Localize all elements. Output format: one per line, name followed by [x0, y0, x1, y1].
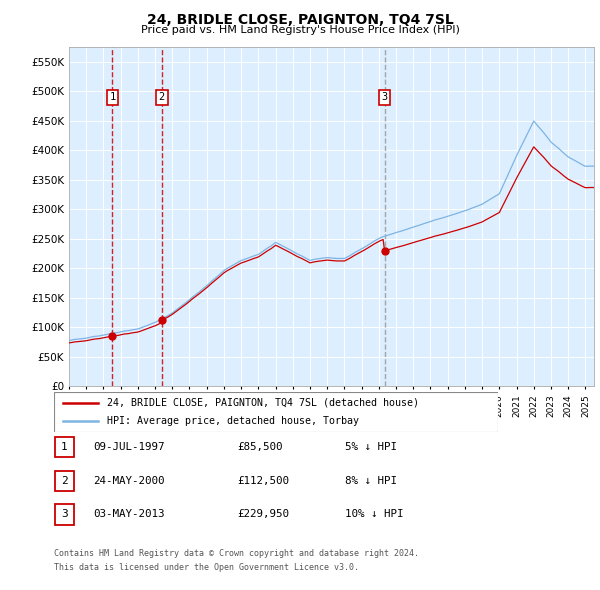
- Text: 1: 1: [61, 442, 68, 452]
- Text: 03-MAY-2013: 03-MAY-2013: [93, 510, 164, 519]
- Text: This data is licensed under the Open Government Licence v3.0.: This data is licensed under the Open Gov…: [54, 563, 359, 572]
- Text: 2: 2: [61, 476, 68, 486]
- Text: 09-JUL-1997: 09-JUL-1997: [93, 442, 164, 452]
- Text: 1: 1: [109, 93, 116, 102]
- Text: 24, BRIDLE CLOSE, PAIGNTON, TQ4 7SL (detached house): 24, BRIDLE CLOSE, PAIGNTON, TQ4 7SL (det…: [107, 398, 419, 408]
- Text: 3: 3: [61, 510, 68, 519]
- Text: 3: 3: [382, 93, 388, 102]
- Text: 10% ↓ HPI: 10% ↓ HPI: [345, 510, 404, 519]
- Text: 24-MAY-2000: 24-MAY-2000: [93, 476, 164, 486]
- Text: £112,500: £112,500: [237, 476, 289, 486]
- Text: HPI: Average price, detached house, Torbay: HPI: Average price, detached house, Torb…: [107, 416, 359, 426]
- Text: 8% ↓ HPI: 8% ↓ HPI: [345, 476, 397, 486]
- Text: Contains HM Land Registry data © Crown copyright and database right 2024.: Contains HM Land Registry data © Crown c…: [54, 549, 419, 558]
- Text: 24, BRIDLE CLOSE, PAIGNTON, TQ4 7SL: 24, BRIDLE CLOSE, PAIGNTON, TQ4 7SL: [146, 13, 454, 27]
- Text: Price paid vs. HM Land Registry's House Price Index (HPI): Price paid vs. HM Land Registry's House …: [140, 25, 460, 35]
- Text: £229,950: £229,950: [237, 510, 289, 519]
- Text: £85,500: £85,500: [237, 442, 283, 452]
- Text: 2: 2: [158, 93, 165, 102]
- Text: 5% ↓ HPI: 5% ↓ HPI: [345, 442, 397, 452]
